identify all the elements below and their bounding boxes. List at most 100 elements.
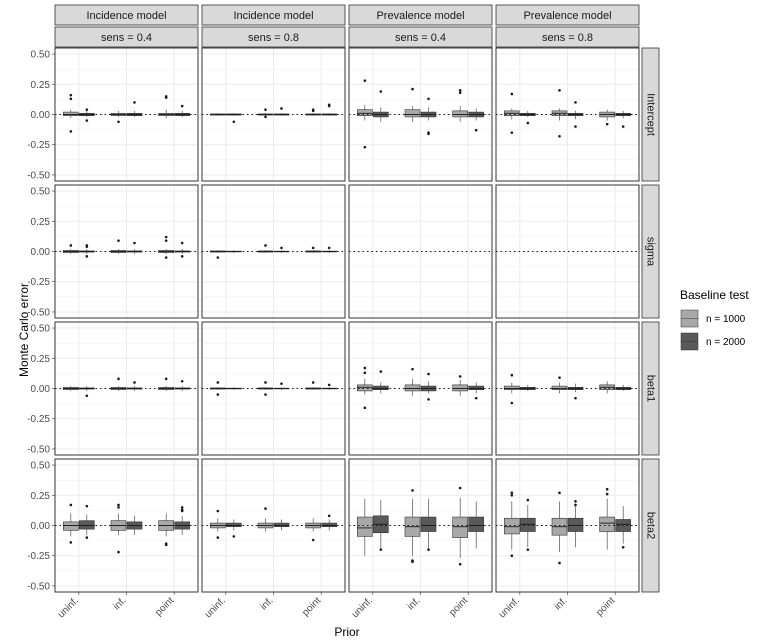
y-tick-label: 0.50 bbox=[31, 187, 51, 198]
box-point-n1000 bbox=[452, 89, 468, 122]
y-axis-ticks: 0.50 0.25 0.00 -0.25 -0.50 0.50 0.25 0.00 -0.25 -… bbox=[27, 50, 55, 592]
outlier-point bbox=[311, 381, 315, 384]
outlier-point bbox=[164, 95, 168, 98]
outlier-point bbox=[510, 373, 514, 377]
x-tick-label: uninf. bbox=[56, 595, 81, 620]
outlier-point bbox=[180, 104, 184, 108]
box-uninf.-n1000 bbox=[357, 366, 373, 410]
box-inf.-n1000 bbox=[404, 87, 421, 122]
outlier-point bbox=[117, 506, 120, 509]
x-tick-label: inf. bbox=[258, 595, 275, 612]
outlier-point bbox=[363, 366, 367, 370]
outlier-point bbox=[363, 79, 367, 82]
outlier-point bbox=[264, 507, 267, 510]
box-point-n2000 bbox=[468, 382, 484, 400]
outlier-point bbox=[264, 393, 267, 396]
outlier-point bbox=[427, 132, 430, 136]
strip-sens-bg bbox=[495, 26, 640, 48]
outlier-point bbox=[363, 145, 367, 149]
outlier-point bbox=[311, 108, 315, 111]
x-axis-title: Prior bbox=[334, 625, 359, 639]
row-strip-labels: Intercept sigma beta1 beta2 bbox=[641, 47, 660, 593]
outlier-point bbox=[216, 536, 220, 539]
box-inf.-n1000 bbox=[551, 89, 568, 138]
y-tick-label: 0.50 bbox=[31, 461, 51, 472]
outlier-point bbox=[69, 541, 73, 544]
y-tick-label: -0.50 bbox=[27, 444, 50, 455]
outlier-point bbox=[458, 91, 462, 95]
x-tick-label: inf. bbox=[552, 595, 569, 612]
strip-sens-label: sens = 0.4 bbox=[101, 32, 152, 44]
outlier-point bbox=[458, 89, 462, 92]
outlier-point bbox=[574, 396, 577, 400]
legend-label-n1000: n = 1000 bbox=[706, 314, 746, 325]
panel-border bbox=[201, 321, 346, 456]
box-uninf.-n2000 bbox=[373, 500, 389, 551]
strip-row-label: beta1 bbox=[645, 375, 657, 403]
outlier-point bbox=[427, 398, 430, 401]
outlier-point bbox=[311, 538, 315, 542]
outlier-point bbox=[180, 509, 184, 513]
outlier-point bbox=[69, 93, 73, 97]
strip-model-label: Incidence model bbox=[86, 10, 166, 22]
box-inf.-n2000 bbox=[567, 500, 584, 548]
outlier-point bbox=[85, 244, 89, 247]
y-tick-label: 0.00 bbox=[31, 384, 51, 395]
strip-model-label: Prevalence model bbox=[376, 10, 464, 22]
box-uninf.-n1000 bbox=[504, 92, 520, 134]
y-tick-label: 0.25 bbox=[31, 354, 51, 365]
y-tick-label: 0.00 bbox=[31, 247, 51, 258]
box-uninf.-n1000 bbox=[504, 373, 520, 405]
outlier-point bbox=[427, 97, 430, 101]
panel-beta1-2 bbox=[201, 321, 346, 456]
outlier-point bbox=[327, 103, 331, 107]
strip-model-label: Incidence model bbox=[233, 10, 313, 22]
outlier-point bbox=[85, 536, 89, 539]
panel-border bbox=[201, 184, 346, 319]
box-point-n1000 bbox=[452, 375, 468, 396]
y-tick-label: -0.25 bbox=[27, 140, 50, 151]
y-tick-label: -0.25 bbox=[27, 551, 50, 562]
strip-model-bg bbox=[54, 4, 199, 26]
outlier-point bbox=[311, 246, 315, 250]
outlier-point bbox=[510, 92, 514, 96]
outlier-point bbox=[232, 535, 236, 538]
legend: Baseline test n = 1000 n = 2000 bbox=[680, 288, 749, 351]
outlier-point bbox=[411, 489, 414, 492]
strip-row-bg bbox=[641, 184, 660, 319]
outlier-point bbox=[458, 562, 462, 566]
outlier-point bbox=[164, 256, 168, 259]
strip-sens-label: sens = 0.8 bbox=[542, 32, 593, 44]
panel-beta1-3 bbox=[348, 321, 493, 456]
strip-row-bg bbox=[641, 47, 660, 182]
x-axis-ticks: uninf. inf. point uninf. inf. point uninf. inf.… bbox=[56, 592, 617, 620]
panel-Intercept-1 bbox=[54, 47, 199, 182]
outlier-point bbox=[85, 394, 89, 398]
outlier-point bbox=[621, 545, 625, 549]
x-tick-label: uninf. bbox=[350, 595, 375, 620]
strip-model-bg bbox=[201, 4, 346, 26]
outlier-point bbox=[85, 255, 89, 258]
outlier-point bbox=[216, 509, 220, 513]
box-uninf.-n1000 bbox=[210, 113, 226, 116]
y-tick-label: 0.00 bbox=[31, 521, 51, 532]
outlier-point bbox=[458, 375, 462, 378]
y-tick-label: -0.50 bbox=[27, 581, 50, 592]
box-inf.-n2000 bbox=[420, 498, 437, 551]
x-tick-label: point bbox=[153, 595, 176, 618]
panel-border bbox=[348, 184, 493, 319]
outlier-point bbox=[117, 239, 120, 242]
outlier-point bbox=[411, 367, 414, 371]
outlier-point bbox=[574, 503, 577, 507]
box-point-n1000 bbox=[599, 487, 615, 550]
outlier-point bbox=[280, 246, 283, 250]
outlier-point bbox=[280, 107, 283, 110]
outlier-point bbox=[164, 239, 168, 242]
outlier-point bbox=[180, 255, 184, 258]
outlier-point bbox=[85, 504, 89, 508]
strip-row-label: sigma bbox=[645, 237, 657, 267]
outlier-point bbox=[133, 241, 136, 245]
outlier-point bbox=[117, 550, 120, 554]
outlier-point bbox=[133, 101, 136, 104]
panel-border bbox=[495, 321, 640, 456]
